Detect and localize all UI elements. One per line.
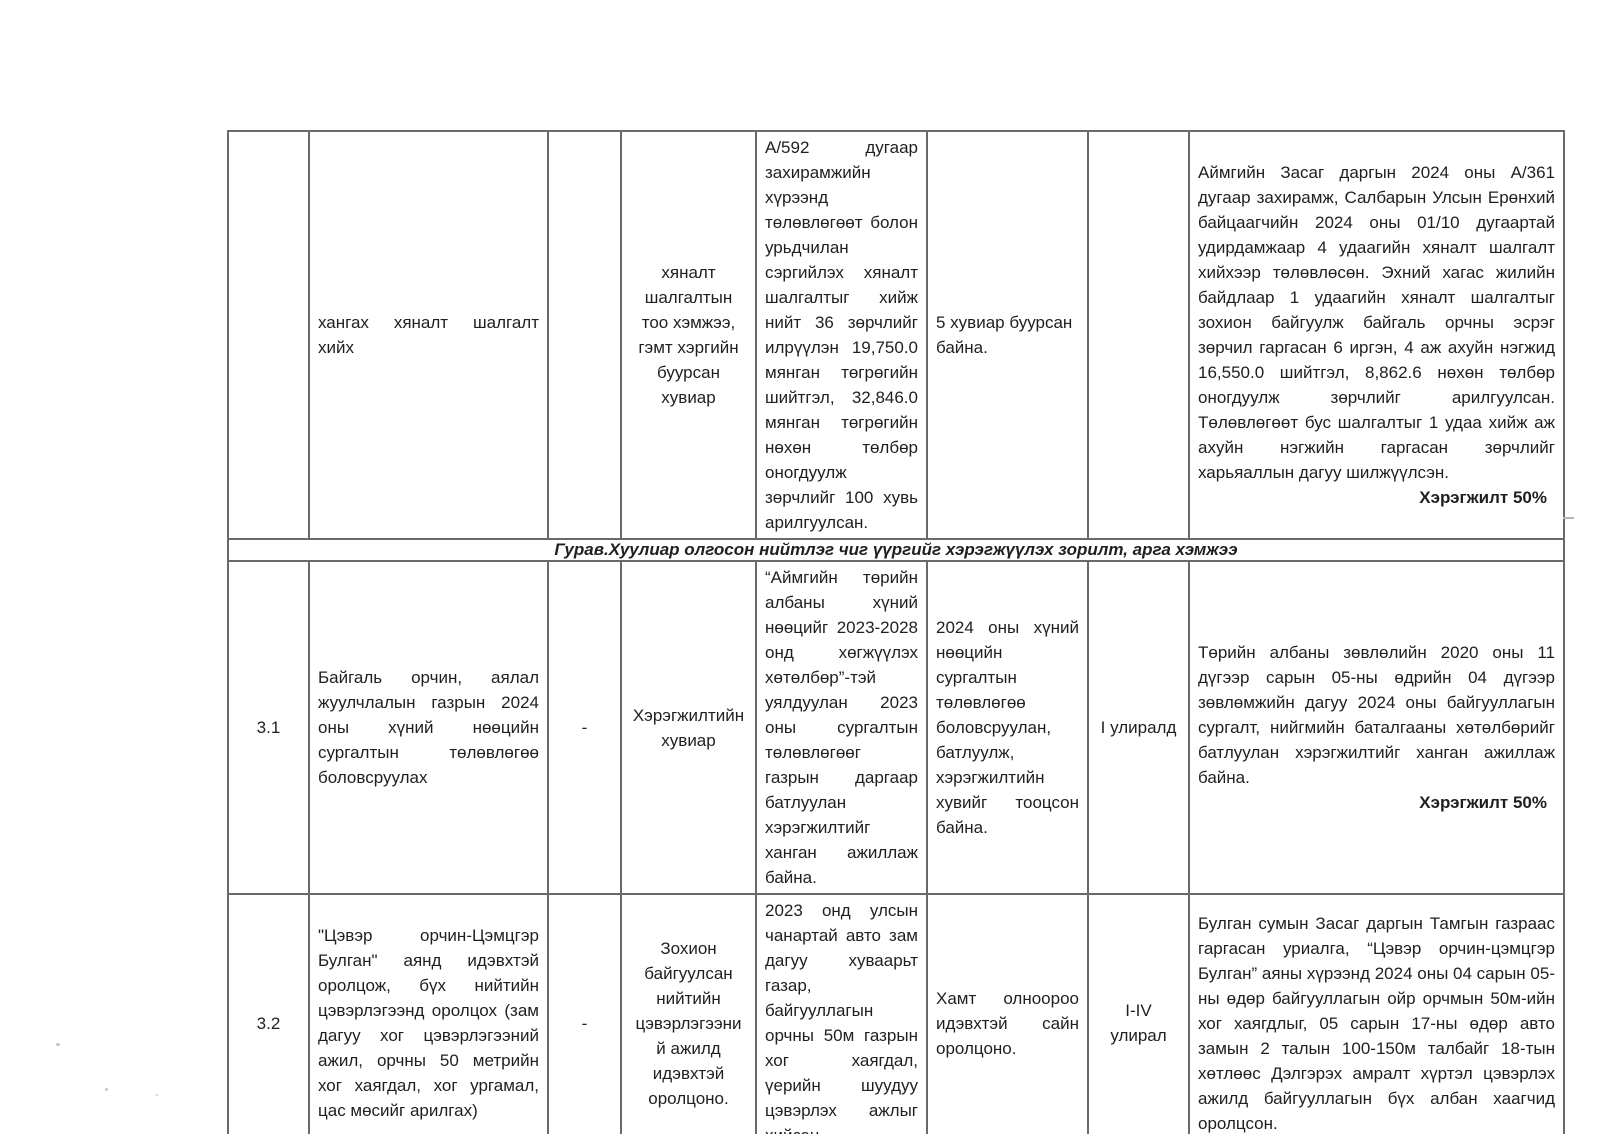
section-header: Гурав.Хуулиар олгосон нийтлэг чиг үүргий… [227, 538, 1565, 562]
cell-indicator: Хэрэгжилтийн хувиар [620, 560, 757, 895]
cell-task: "Цэвэр орчин-Цэмцгэр Булган" аянд идэвхт… [308, 893, 549, 1134]
cell-target: 2023 онд улсын чанартай авто зам дагуу х… [755, 893, 928, 1134]
cell-period: I-IV улирал [1087, 893, 1190, 1134]
table-row: хангах хяналт шалгалт хийх хяналт шалгал… [227, 130, 1565, 540]
cell-status: 5 хувиар буурсан байна. [926, 130, 1089, 540]
table-row: 3.2 "Цэвэр орчин-Цэмцгэр Булган" аянд ид… [227, 893, 1565, 1134]
cell-indicator: хяналт шалгалтын тоо хэмжээ, гэмт хэргий… [620, 130, 757, 540]
cell-row-number: 3.1 [227, 560, 310, 895]
report-table: хангах хяналт шалгалт хийх хяналт шалгал… [227, 130, 1565, 1134]
cell-result: Төрийн албаны зөвлөлийн 2020 оны 11 дүгэ… [1188, 560, 1565, 895]
cell-period [1087, 130, 1190, 540]
cell-result: Аймгийн Засаг даргын 2024 оны А/361 дуга… [1188, 130, 1565, 540]
cell-task: Байгаль орчин, аялал жуулчлалын газрын 2… [308, 560, 549, 895]
section-header-row: Гурав.Хуулиар олгосон нийтлэг чиг үүргий… [227, 538, 1565, 562]
result-text: Төрийн албаны зөвлөлийн 2020 оны 11 дүгэ… [1198, 643, 1555, 787]
cell-period: I улиралд [1087, 560, 1190, 895]
cell-status: 2024 оны хүний нөөцийн сургалтын төлөвлө… [926, 560, 1089, 895]
result-note: Хэрэгжилт 50% [1419, 793, 1547, 812]
scan-speck [155, 1094, 159, 1096]
cell-result: Булган сумын Засаг даргын Тамгын газраас… [1188, 893, 1565, 1134]
cell-target: А/592 дугаар захирамжийн хүрээнд төлөвлө… [755, 130, 928, 540]
cell-dash: - [547, 560, 622, 895]
cell-row-number [227, 130, 310, 540]
cell-task: хангах хяналт шалгалт хийх [308, 130, 549, 540]
cell-dash: - [547, 893, 622, 1134]
result-text: Аймгийн Засаг даргын 2024 оны А/361 дуга… [1198, 163, 1555, 482]
cell-target: “Аймгийн төрийн албаны хүний нөөцийг 202… [755, 560, 928, 895]
result-text: Булган сумын Засаг даргын Тамгын газраас… [1198, 913, 1555, 1133]
result-note: Хэрэгжилт 50% [1419, 488, 1547, 507]
cell-status: Хамт олноороо идэвхтэй сайн оролцоно. [926, 893, 1089, 1134]
cell-dash [547, 130, 622, 540]
scan-speck [105, 1088, 108, 1091]
table-row: 3.1 Байгаль орчин, аялал жуулчлалын газр… [227, 560, 1565, 895]
cell-indicator: Зохион байгуулсан нийтийн цэвэрлэгээни й… [620, 893, 757, 1134]
scan-speck [56, 1043, 60, 1046]
cell-row-number: 3.2 [227, 893, 310, 1134]
scan-mark [1563, 517, 1574, 519]
